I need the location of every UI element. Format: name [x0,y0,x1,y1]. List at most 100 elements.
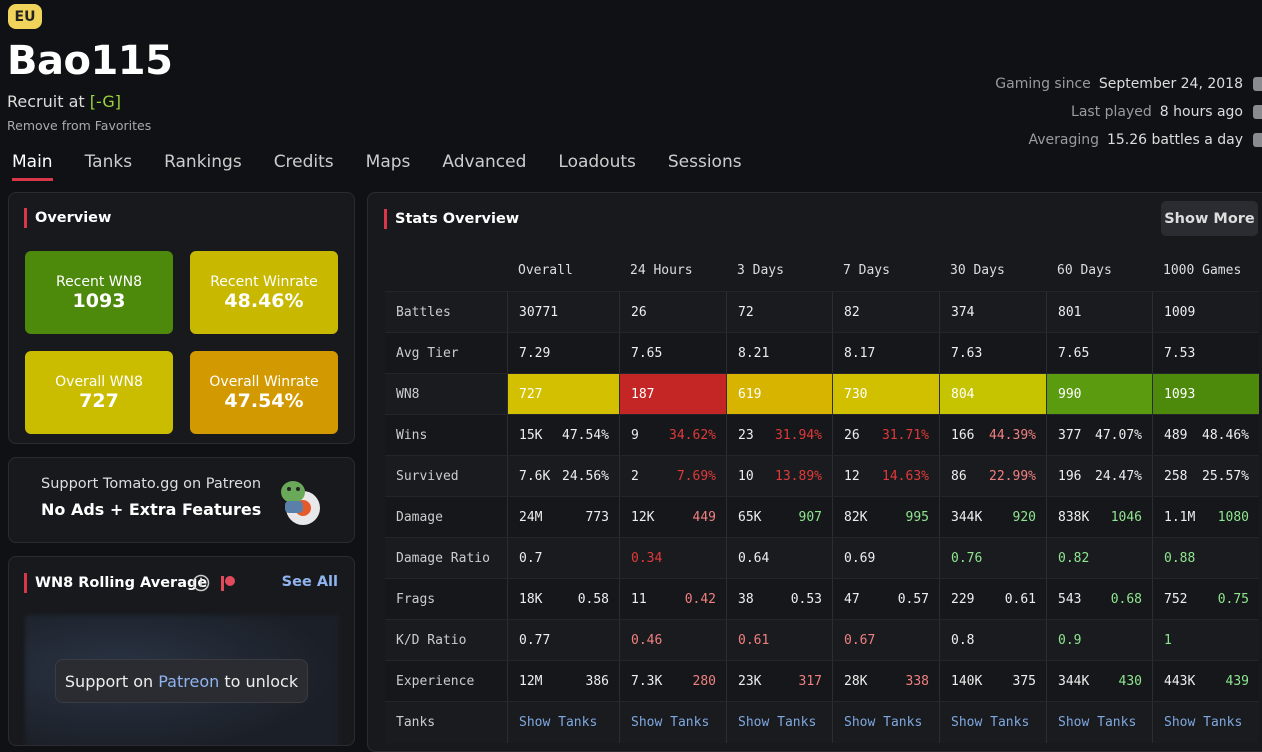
corner-cell [385,250,507,291]
cell-value: 0.46 [631,633,663,648]
table-row: Avg Tier 7.29 7.65 8.21 8.17 7.63 7.65 7.53 [385,332,1259,374]
patreon-panel[interactable]: Support Tomato.gg on Patreon No Ads + Ex… [8,457,355,543]
column-header: Overall [518,263,573,278]
cell-extra: 13.89% [775,469,822,484]
cell-value: 0.64 [738,551,770,566]
cell-extra: 430 [1118,674,1142,689]
cell-value: 0.88 [1164,551,1196,566]
tab[interactable]: Credits [273,152,334,172]
table-cell: 0.61 [726,620,832,661]
table-cell: 1.1M 1080 [1152,497,1259,538]
table-row: Experience 12M 386 7.3K 280 23K 317 28K 338 140K 3… [385,660,1259,702]
tomato-icon [281,481,320,525]
column-header: 7 Days [843,263,890,278]
cell-value: 11 [631,592,647,607]
cell-value: 377 [1058,428,1082,443]
tab[interactable]: Tanks [84,152,133,172]
table-cell: 7.53 [1152,333,1259,374]
table-cell: 0.76 [939,538,1046,579]
table-cell: 1093 [1152,374,1259,415]
cell-extra: 31.71% [882,428,929,443]
cell-value: 187 [631,387,655,402]
table-cell: 838K 1046 [1046,497,1152,538]
table-cell: 7.3K 280 [619,661,726,702]
cell-extra: 449 [692,510,716,525]
table-cell: Show Tanks [939,702,1046,743]
table-cell: 86 22.99% [939,456,1046,497]
tab[interactable]: Advanced [442,152,527,172]
tab[interactable]: Sessions [667,152,742,172]
table-cell: 0.67 [832,620,939,661]
show-tanks-link[interactable]: Show Tanks [844,715,923,730]
column-header: 24 Hours [630,263,693,278]
column-header: 30 Days [950,263,1005,278]
cell-extra: 0.42 [684,592,716,607]
tab[interactable]: Loadouts [558,152,636,172]
clan-tag[interactable]: [-G] [89,92,121,111]
table-cell: 1009 [1152,292,1259,333]
cell-value: 10 [738,469,754,484]
rolling-panel: WN8 Rolling Average See All Support on P… [8,556,355,746]
row-label: Survived [396,469,459,484]
cell-value: 47 [844,592,860,607]
cell-extra: 338 [905,674,929,689]
cell-extra: 1046 [1110,510,1142,525]
table-cell: 730 [832,374,939,415]
meta-label: Gaming since [995,76,1091,92]
show-tanks-link[interactable]: Show Tanks [1164,715,1243,730]
cell-value: 258 [1164,469,1188,484]
card-value: 727 [79,389,119,412]
cell-value: 23K [738,674,762,689]
cell-extra: 439 [1225,674,1249,689]
cell-value: 0.7 [519,551,543,566]
meta-value: 8 hours ago [1159,104,1243,120]
cell-value: 752 [1164,592,1188,607]
table-row: Survived 7.6K 24.56% 2 7.69% 10 13.89% 12 14.63%… [385,455,1259,497]
title-icons [192,574,235,592]
card-label: Overall Winrate [209,373,319,390]
cell-extra: 34.62% [669,428,716,443]
favorite-link[interactable]: Remove from Favorites [7,118,152,133]
row-label: K/D Ratio [396,633,467,648]
table-cell: 140K 375 [939,661,1046,702]
table-cell: 377 47.07% [1046,415,1152,456]
cell-value: 15K [519,428,543,443]
show-tanks-link[interactable]: Show Tanks [631,715,710,730]
show-more-button[interactable]: Show More [1161,201,1258,236]
meta-icon [1253,133,1262,147]
cell-value: 12 [844,469,860,484]
meta-label: Last played [1071,104,1152,120]
cell-value: 30771 [519,305,559,320]
table-cell: 82 [832,292,939,333]
tab[interactable]: Maps [365,152,411,172]
tab[interactable]: Main [12,152,53,181]
cell-value: 1009 [1164,305,1196,320]
tab[interactable]: Rankings [164,152,242,172]
table-cell: 72 [726,292,832,333]
cell-value: 489 [1164,428,1188,443]
unlock-button[interactable]: Support on Patreon to unlock [55,659,308,703]
stat-card: Recent WN8 1093 [25,251,173,334]
show-tanks-link[interactable]: Show Tanks [951,715,1030,730]
table-row: Frags 18K 0.58 11 0.42 38 0.53 47 0.57 229 0.61 543… [385,578,1259,620]
cell-value: 166 [951,428,975,443]
table-cell: 804 [939,374,1046,415]
card-label: Overall WN8 [55,373,143,390]
cell-extra: 31.94% [775,428,822,443]
show-tanks-link[interactable]: Show Tanks [519,715,598,730]
table-cell: 0.7 [507,538,619,579]
table-cell: 0.8 [939,620,1046,661]
table-cell: 752 0.75 [1152,579,1259,620]
show-tanks-link[interactable]: Show Tanks [738,715,817,730]
row-label: Battles [396,305,451,320]
cell-value: 24M [519,510,543,525]
cell-value: 196 [1058,469,1082,484]
row-label: Frags [396,592,436,607]
table-cell: 38 0.53 [726,579,832,620]
see-all-link[interactable]: See All [281,574,338,590]
table-cell: 24M 773 [507,497,619,538]
cell-extra: 375 [1012,674,1036,689]
row-label: Avg Tier [396,346,459,361]
show-tanks-link[interactable]: Show Tanks [1058,715,1137,730]
cell-value: 7.63 [951,346,983,361]
